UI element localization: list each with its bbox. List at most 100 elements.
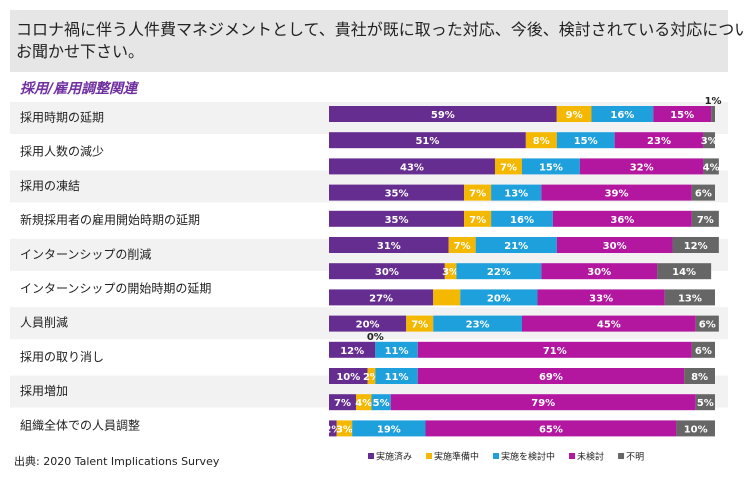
value-label: 23%: [647, 136, 671, 147]
bar-segment: [695, 394, 715, 411]
bar-segment: [556, 237, 673, 253]
bar-segment: [653, 106, 712, 122]
bar-segment: [356, 394, 372, 411]
legend-label: 実施済み: [376, 451, 412, 463]
row-label: 採用増加: [20, 384, 68, 398]
value-label: 23%: [466, 320, 490, 331]
value-label: 22%: [487, 267, 511, 278]
value-label: 13%: [678, 293, 702, 304]
bar-segment: [352, 420, 426, 437]
value-label: 5%: [373, 398, 390, 409]
bar-segment: [703, 158, 719, 175]
bar-segment: [329, 289, 434, 306]
bar-segment: [460, 289, 538, 306]
bar-segment: [329, 210, 465, 227]
value-label: 13%: [504, 189, 528, 200]
bar-segment: [406, 315, 434, 332]
bar-segment: [695, 315, 719, 332]
value-label: 20%: [356, 320, 380, 331]
bar-segment: [491, 210, 553, 227]
bar-segment: [444, 263, 457, 280]
bar-segment: [691, 210, 719, 227]
value-label: 20%: [487, 293, 511, 304]
value-label: 30%: [603, 241, 627, 252]
row-label: 人員削減: [20, 315, 68, 330]
bar-segment: [456, 263, 542, 280]
value-label: 4%: [355, 398, 372, 409]
value-label: 30%: [375, 267, 399, 278]
value-label: 6%: [695, 346, 712, 357]
value-label: 39%: [605, 189, 629, 200]
row-label: 組織全体での人員調整: [20, 417, 140, 432]
bar-segment: [329, 394, 357, 411]
bar-segment: [664, 289, 715, 306]
row-label: インターンシップの開始時期の延期: [20, 282, 211, 296]
value-label: 2%: [363, 372, 380, 383]
value-label: 14%: [672, 267, 696, 278]
bar-segment: [375, 368, 418, 384]
bar-segment: [541, 263, 658, 280]
value-label: 51%: [415, 136, 439, 147]
bar-segment: [390, 394, 696, 411]
bar-segment: [448, 237, 476, 253]
row-label: 新規採用者の雇用開始時期の延期: [20, 212, 200, 227]
legend-swatch: [368, 453, 374, 459]
bar-segment: [371, 394, 391, 411]
value-label: 43%: [400, 162, 424, 173]
bar-segment: [464, 210, 492, 227]
bar-segment: [433, 315, 522, 332]
bar-segment: [417, 341, 692, 358]
legend-swatch: [569, 453, 576, 459]
bar-segment: [691, 341, 715, 358]
bar-segment: [329, 420, 337, 437]
row-label: 採用の取り消し: [20, 350, 104, 364]
value-label: 7%: [334, 398, 351, 409]
row-label: 採用の凍結: [20, 179, 80, 193]
value-label: 11%: [385, 346, 409, 357]
value-label: 0%: [367, 332, 384, 343]
value-label: 71%: [543, 346, 567, 357]
section-title: 採用/雇用調整関連: [20, 80, 140, 97]
bar-segment: [672, 237, 719, 253]
value-label: 4%: [703, 162, 720, 173]
value-label: 31%: [377, 241, 401, 252]
source: 出典: 2020 Talent Implications Survey: [14, 454, 220, 468]
value-label: 45%: [597, 320, 621, 331]
value-label: 27%: [369, 293, 393, 304]
value-label: 7%: [469, 215, 486, 226]
value-label: 19%: [377, 424, 401, 435]
value-label: 32%: [630, 162, 654, 173]
bar-segment: [537, 289, 665, 306]
value-label: 7%: [500, 162, 517, 173]
bar-segment: [614, 132, 704, 149]
bar-segment: [425, 420, 677, 437]
bar-segment: [375, 341, 418, 358]
bar-segment: [494, 158, 522, 175]
legend-swatch: [618, 453, 625, 459]
bar-segment: [552, 210, 692, 227]
value-label: 69%: [539, 372, 563, 383]
value-label: 8%: [533, 136, 550, 147]
value-label: 6%: [699, 320, 716, 331]
bar-segment: [676, 420, 715, 437]
bar-segment: [433, 289, 461, 306]
row-label: 採用時期の延期: [20, 111, 104, 125]
legend-swatch: [493, 453, 500, 459]
value-label: 33%: [589, 293, 613, 304]
bar-segment: [556, 132, 615, 149]
bar-segment: [703, 132, 715, 149]
bar-segment: [417, 368, 685, 384]
value-label: 3%: [336, 424, 353, 435]
bar-segment: [522, 315, 696, 332]
value-label: 7%: [411, 320, 428, 331]
value-label: 11%: [385, 372, 409, 383]
bar-segment: [556, 106, 592, 122]
legend-label: 実施を検討中: [501, 451, 555, 463]
value-label: 10%: [336, 372, 360, 383]
value-label: 3%: [442, 267, 459, 278]
header-title: コロナ禍に伴う人件費マネジメントとして、貴社が既に取った対応、今後、検討されてい…: [16, 20, 744, 61]
value-label: 16%: [510, 215, 534, 226]
value-label: 12%: [684, 241, 708, 252]
bar-segment: [491, 184, 542, 201]
